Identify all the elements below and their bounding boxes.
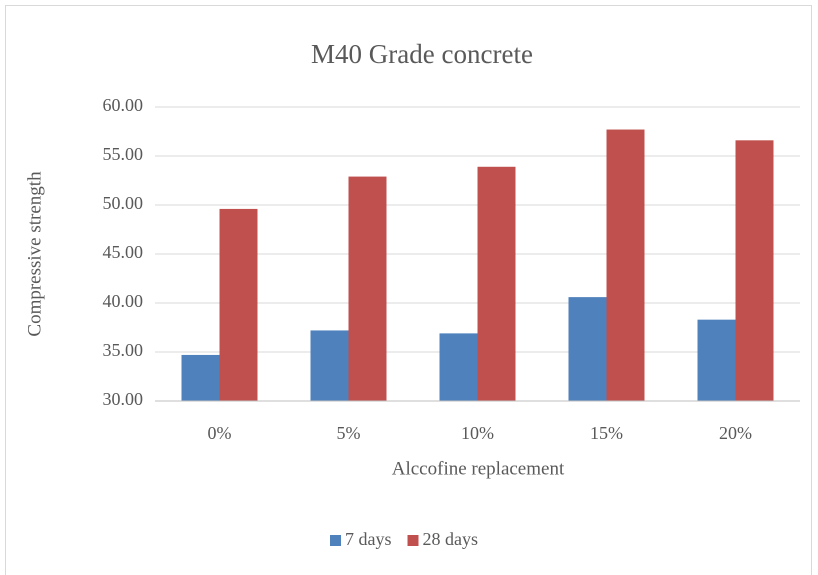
bar (606, 129, 645, 402)
bar (568, 297, 607, 401)
legend-label: 7 days (345, 529, 392, 549)
x-axis-label: Alccofine replacement (392, 458, 565, 479)
chart-title: M40 Grade concrete (311, 39, 533, 69)
legend-label: 28 days (423, 529, 479, 549)
y-tick-label: 45.00 (103, 242, 144, 262)
x-tick-label: 10% (461, 423, 494, 443)
y-tick-label: 55.00 (103, 144, 144, 164)
bar (735, 140, 774, 401)
x-tick-label: 20% (719, 423, 752, 443)
y-axis-label: Compressive strength (24, 171, 45, 337)
bar (348, 176, 387, 401)
bar (439, 333, 478, 401)
x-tick-label: 0% (208, 423, 232, 443)
y-tick-label: 40.00 (103, 291, 144, 311)
y-tick-label: 35.00 (103, 340, 144, 360)
bar (697, 319, 736, 401)
y-tick-label: 30.00 (103, 389, 144, 409)
bar (310, 330, 349, 401)
bar (477, 166, 516, 401)
x-tick-label: 5% (337, 423, 361, 443)
chart-border (5, 5, 812, 575)
legend-swatch (330, 535, 341, 546)
y-tick-label: 50.00 (103, 193, 144, 213)
legend-swatch (407, 535, 419, 546)
y-tick-label: 60.00 (103, 95, 144, 115)
bar (181, 354, 220, 401)
bar (219, 208, 258, 401)
x-tick-label: 15% (590, 423, 623, 443)
